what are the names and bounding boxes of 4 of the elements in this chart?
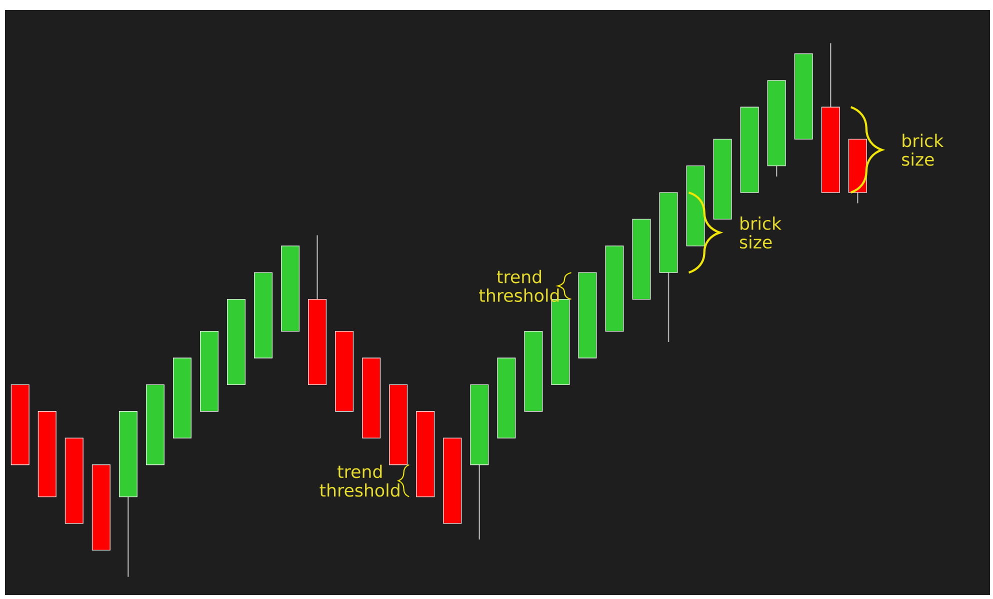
annotation: brick size <box>740 216 782 249</box>
text: brick size <box>902 134 944 166</box>
annotation: trend threshold <box>479 270 559 302</box>
annotation: trend threshold <box>320 464 400 497</box>
